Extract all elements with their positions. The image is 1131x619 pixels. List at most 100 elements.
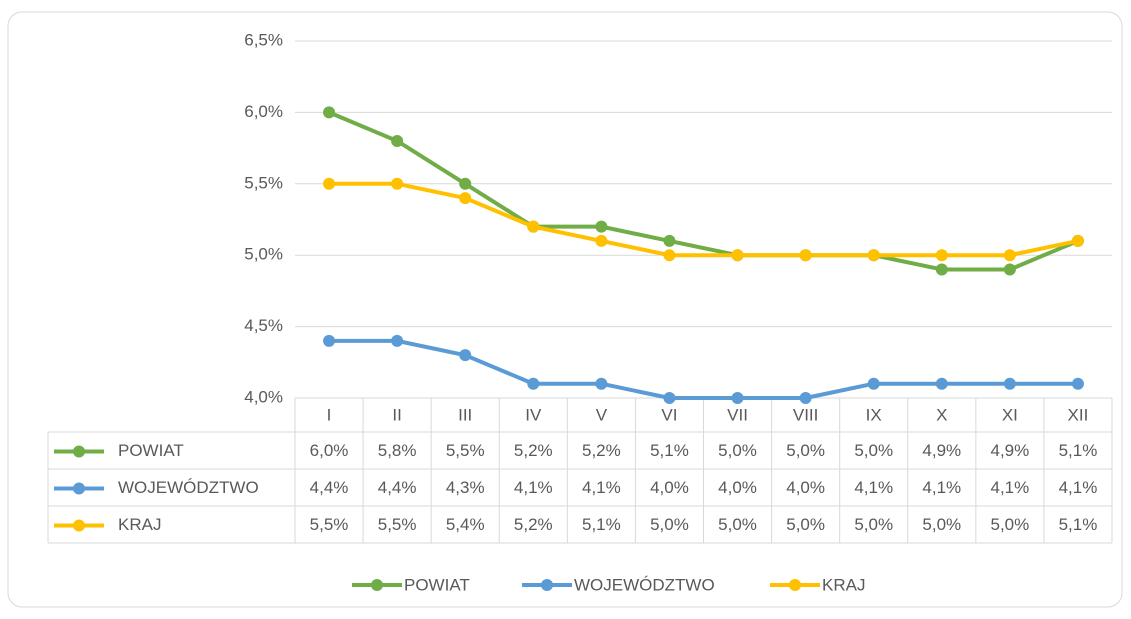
legend-label: POWIAT bbox=[404, 575, 470, 594]
data-point bbox=[731, 249, 744, 262]
table-cell: 5,0% bbox=[786, 441, 825, 460]
x-tick-label: VI bbox=[661, 405, 677, 424]
data-point bbox=[459, 177, 472, 190]
table-cell: 5,5% bbox=[378, 515, 417, 534]
table-cell: 4,1% bbox=[922, 478, 961, 497]
table-series-name: KRAJ bbox=[118, 515, 161, 534]
y-tick-label: 4,0% bbox=[244, 387, 283, 406]
data-point bbox=[663, 234, 676, 247]
data-point bbox=[459, 192, 472, 205]
data-point bbox=[935, 377, 948, 390]
table-cell: 5,2% bbox=[582, 441, 621, 460]
table-cell: 5,0% bbox=[854, 515, 893, 534]
series-line bbox=[329, 338, 1078, 400]
table-cell: 4,1% bbox=[582, 478, 621, 497]
legend-key-marker bbox=[541, 579, 553, 591]
table-cell: 4,1% bbox=[1059, 478, 1098, 497]
x-tick-label: III bbox=[458, 405, 472, 424]
data-point bbox=[799, 249, 812, 262]
legend-label: WOJEWÓDZTWO bbox=[574, 575, 715, 594]
x-tick-label: IV bbox=[525, 405, 542, 424]
data-point bbox=[391, 177, 404, 190]
table-cell: 4,1% bbox=[991, 478, 1030, 497]
table-cell: 4,4% bbox=[310, 478, 349, 497]
series-line bbox=[329, 181, 1079, 258]
data-point bbox=[1003, 263, 1016, 276]
y-tick-label: 6,5% bbox=[244, 30, 283, 49]
data-point bbox=[527, 220, 540, 233]
table-cell: 5,0% bbox=[650, 515, 689, 534]
x-tick-label: I bbox=[327, 405, 332, 424]
table-cell: 5,1% bbox=[1059, 515, 1098, 534]
data-point bbox=[391, 134, 404, 147]
table-cell: 5,0% bbox=[718, 515, 757, 534]
data-point bbox=[867, 377, 880, 390]
data-point bbox=[391, 334, 404, 347]
table-cell: 5,0% bbox=[922, 515, 961, 534]
data-point bbox=[1003, 377, 1016, 390]
x-tick-label: VII bbox=[727, 405, 748, 424]
legend-key-marker bbox=[789, 579, 801, 591]
x-tick-label: IX bbox=[866, 405, 882, 424]
x-tick-label: XI bbox=[1002, 405, 1018, 424]
table-cell: 4,0% bbox=[786, 478, 825, 497]
table-cell: 5,1% bbox=[1059, 441, 1098, 460]
chart-frame bbox=[7, 11, 1123, 608]
data-point bbox=[459, 349, 472, 362]
data-point bbox=[663, 392, 676, 404]
y-tick-label: 5,5% bbox=[244, 173, 283, 192]
table-cell: 5,5% bbox=[310, 515, 349, 534]
table-cell: 6,0% bbox=[310, 441, 349, 460]
legend-key-marker bbox=[371, 579, 383, 591]
table-series-name: POWIAT bbox=[118, 441, 184, 460]
data-point bbox=[527, 377, 540, 390]
legend-key-marker bbox=[73, 445, 85, 458]
y-tick-label: 4,5% bbox=[244, 316, 283, 335]
table-cell: 5,0% bbox=[991, 515, 1030, 534]
table-cell: 5,0% bbox=[718, 441, 757, 460]
x-tick-label: X bbox=[936, 405, 947, 424]
table-cell: 4,1% bbox=[854, 478, 893, 497]
data-point bbox=[867, 249, 880, 262]
data-point bbox=[1071, 234, 1084, 247]
data-point bbox=[799, 392, 812, 404]
table-cell: 5,1% bbox=[650, 441, 689, 460]
table-cell: 4,3% bbox=[446, 478, 485, 497]
table-cell: 4,1% bbox=[514, 478, 553, 497]
table-cell: 4,0% bbox=[650, 478, 689, 497]
data-point bbox=[595, 377, 608, 390]
table-cell: 4,9% bbox=[922, 441, 961, 460]
table-series-name: WOJEWÓDZTWO bbox=[118, 478, 259, 497]
table-cell: 5,0% bbox=[854, 441, 893, 460]
data-point bbox=[663, 249, 676, 262]
data-point bbox=[1071, 377, 1084, 390]
legend-key-marker bbox=[73, 519, 85, 532]
data-point bbox=[935, 249, 948, 262]
table-cell: 5,5% bbox=[446, 441, 485, 460]
data-point bbox=[323, 106, 336, 119]
data-point bbox=[935, 263, 948, 276]
table-cell: 5,8% bbox=[378, 441, 417, 460]
table-cell: 5,2% bbox=[514, 515, 553, 534]
legend-key-marker bbox=[73, 482, 85, 495]
x-tick-label: XII bbox=[1068, 405, 1089, 424]
data-point bbox=[323, 334, 336, 347]
x-tick-label: VIII bbox=[793, 405, 819, 424]
data-point bbox=[323, 177, 336, 190]
table-cell: 5,0% bbox=[786, 515, 825, 534]
table-cell: 5,4% bbox=[446, 515, 485, 534]
data-point bbox=[595, 220, 608, 233]
series-line bbox=[328, 110, 1079, 272]
table-cell: 5,1% bbox=[582, 515, 621, 534]
data-point bbox=[595, 234, 608, 247]
x-tick-label: V bbox=[596, 405, 608, 424]
data-point bbox=[731, 392, 744, 404]
legend-label: KRAJ bbox=[822, 575, 865, 594]
table-cell: 5,2% bbox=[514, 441, 553, 460]
y-tick-label: 6,0% bbox=[244, 102, 283, 121]
x-tick-label: II bbox=[392, 405, 401, 424]
table-cell: 4,9% bbox=[991, 441, 1030, 460]
table-cell: 4,4% bbox=[378, 478, 417, 497]
data-point bbox=[1003, 249, 1016, 262]
